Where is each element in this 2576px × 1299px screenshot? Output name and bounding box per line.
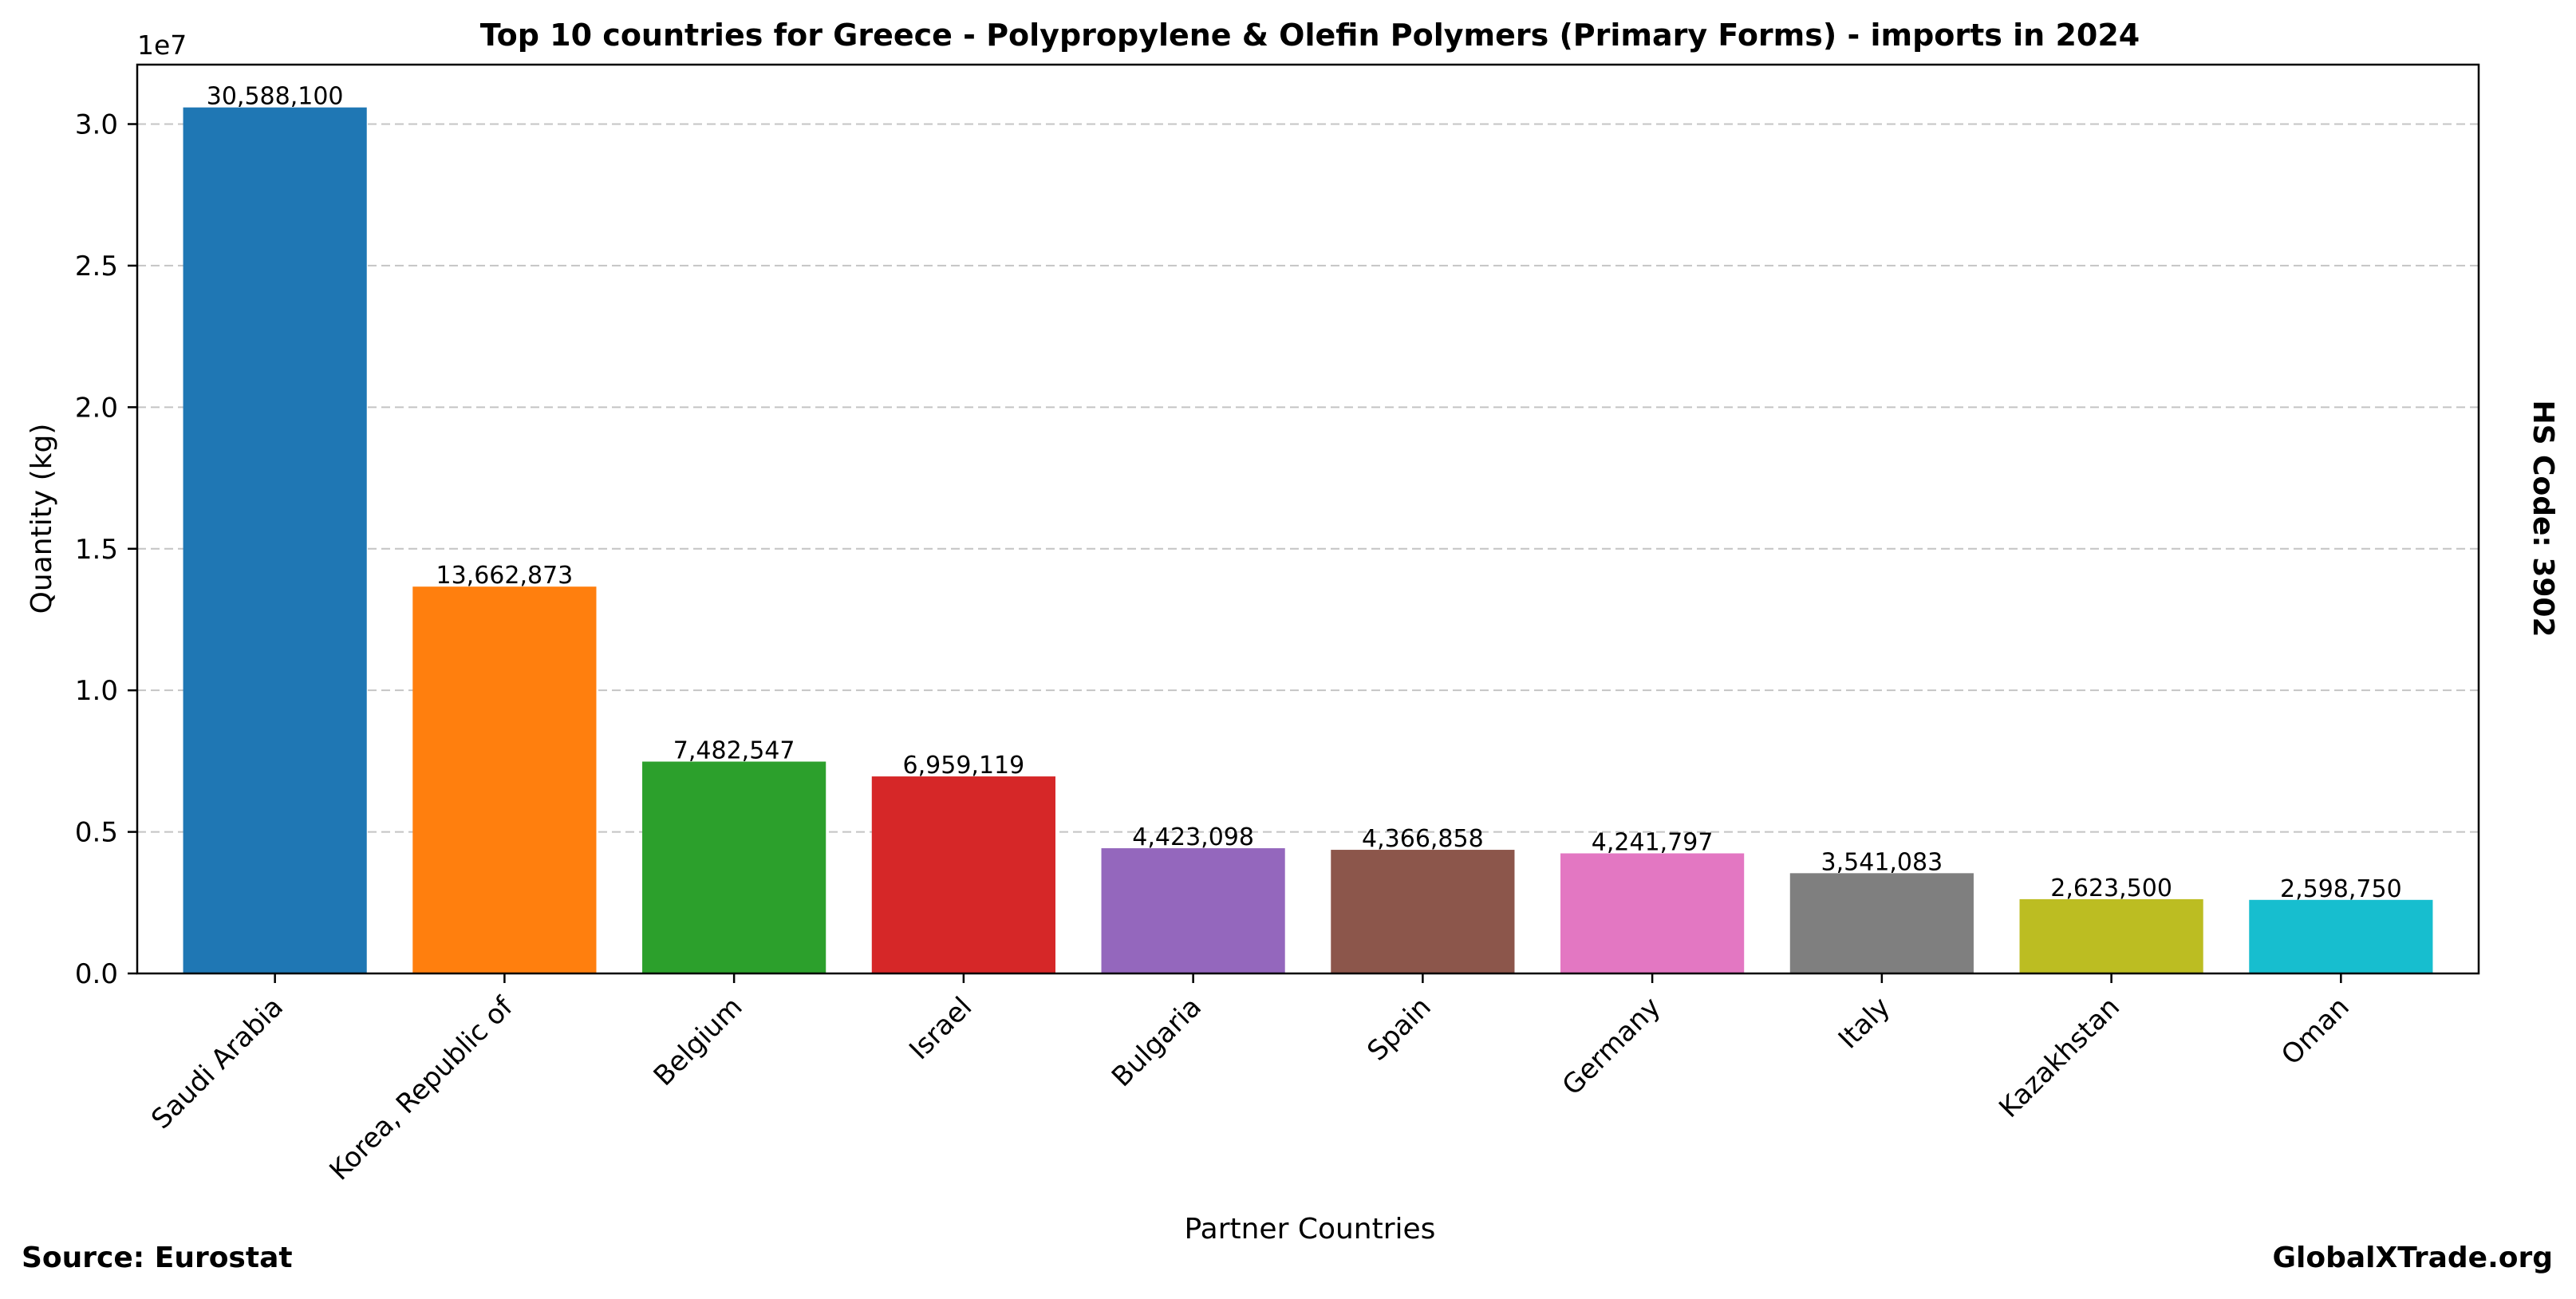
bar — [183, 107, 367, 974]
bar-value-label: 4,241,797 — [1592, 828, 1714, 856]
y-axis-offset-label: 1e7 — [137, 30, 187, 61]
bar — [1560, 853, 1745, 973]
y-tick-label: 1.0 — [75, 675, 118, 707]
y-tick-label: 2.5 — [75, 251, 118, 282]
bar-value-label: 7,482,547 — [673, 736, 795, 764]
y-tick-label: 3.0 — [75, 109, 118, 141]
bar — [1101, 848, 1285, 973]
bar-value-labels: 30,588,100 13,662,873 7,482,547 6,959,119 4,… — [207, 83, 2402, 903]
bar — [412, 586, 597, 973]
y-axis-ticks: 0.0 0.5 1.0 1.5 2.0 2.5 3.0 — [75, 109, 137, 990]
y-tick-label: 0.0 — [75, 958, 118, 990]
bar-value-label: 13,662,873 — [436, 562, 574, 590]
bar-value-label: 6,959,119 — [903, 752, 1025, 780]
y-tick-label: 1.5 — [75, 534, 118, 566]
bar — [1331, 850, 1515, 973]
bar-value-label: 4,366,858 — [1362, 825, 1484, 853]
y-gridlines — [137, 123, 2479, 833]
bar-value-label: 3,541,083 — [1821, 848, 1943, 876]
hs-code-label: HS Code: 3902 — [2527, 400, 2559, 637]
plot-area-frame — [136, 63, 2480, 975]
bar-value-label: 2,623,500 — [2050, 875, 2172, 902]
bar — [1789, 873, 1974, 973]
x-axis-label: Partner Countries — [1185, 1213, 1436, 1246]
bars — [183, 107, 2433, 974]
bar — [871, 776, 1055, 973]
y-axis-label: Quantity (kg) — [26, 424, 58, 614]
bar-value-label: 30,588,100 — [207, 83, 344, 111]
bar-value-label: 2,598,750 — [2280, 875, 2402, 903]
y-tick-label: 0.5 — [75, 817, 118, 849]
chart-title: Top 10 countries for Greece - Polypropyl… — [480, 18, 2140, 53]
bar — [2249, 899, 2433, 973]
y-tick-label: 2.0 — [75, 392, 118, 424]
bar — [642, 761, 826, 973]
bar — [2019, 898, 2203, 973]
source-label: Source: Eurostat — [22, 1242, 293, 1274]
bar-value-label: 4,423,098 — [1132, 823, 1254, 851]
brand-label: GlobalXTrade.org — [2272, 1242, 2553, 1274]
